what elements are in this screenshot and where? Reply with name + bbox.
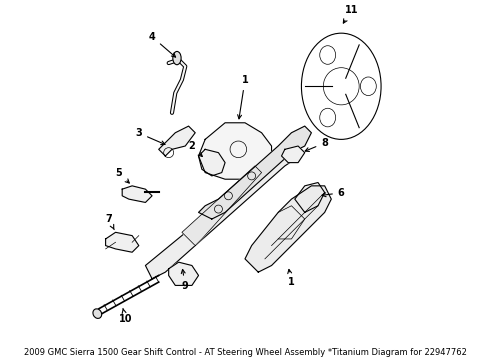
Polygon shape bbox=[198, 123, 271, 179]
Polygon shape bbox=[169, 262, 198, 285]
Text: 3: 3 bbox=[135, 128, 165, 145]
Polygon shape bbox=[295, 183, 325, 212]
Text: 1: 1 bbox=[288, 269, 295, 287]
Text: 4: 4 bbox=[148, 32, 175, 57]
Polygon shape bbox=[106, 232, 139, 252]
Polygon shape bbox=[122, 186, 152, 202]
Ellipse shape bbox=[173, 51, 181, 65]
Text: 10: 10 bbox=[119, 309, 132, 324]
Polygon shape bbox=[282, 146, 305, 163]
Polygon shape bbox=[198, 126, 311, 219]
Text: 5: 5 bbox=[116, 168, 129, 183]
Text: 2009 GMC Sierra 1500 Gear Shift Control - AT Steering Wheel Assembly *Titanium D: 2009 GMC Sierra 1500 Gear Shift Control … bbox=[24, 348, 466, 357]
Ellipse shape bbox=[93, 309, 102, 318]
Polygon shape bbox=[182, 166, 262, 246]
Text: 11: 11 bbox=[343, 5, 358, 23]
Text: 7: 7 bbox=[105, 214, 114, 230]
Text: 1: 1 bbox=[238, 75, 248, 119]
Text: 8: 8 bbox=[305, 138, 328, 152]
Text: 6: 6 bbox=[322, 188, 344, 198]
Polygon shape bbox=[198, 149, 225, 176]
Text: 2: 2 bbox=[189, 141, 202, 157]
Polygon shape bbox=[159, 126, 195, 156]
Polygon shape bbox=[245, 186, 331, 272]
Text: 9: 9 bbox=[181, 270, 189, 291]
Polygon shape bbox=[146, 153, 295, 279]
